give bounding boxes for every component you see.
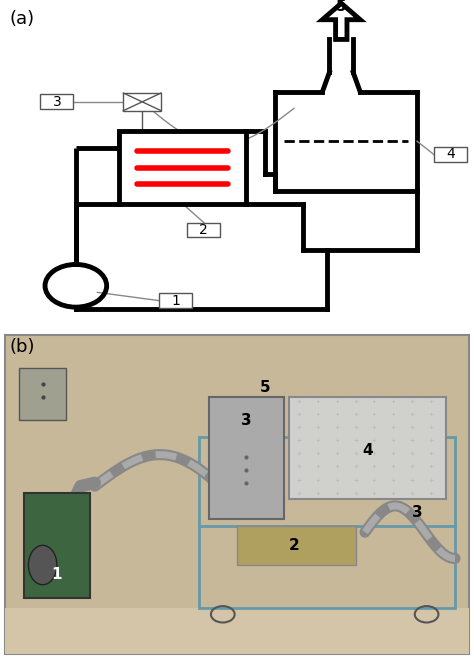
Text: 2: 2 — [289, 538, 299, 553]
Text: 3: 3 — [53, 95, 61, 109]
Bar — [434, 147, 467, 162]
Text: 5: 5 — [336, 0, 346, 14]
Bar — [19, 368, 66, 420]
Bar — [40, 95, 73, 109]
Bar — [199, 437, 455, 608]
Text: (a): (a) — [9, 10, 35, 28]
Bar — [237, 526, 356, 565]
Text: 3: 3 — [412, 505, 422, 520]
Bar — [159, 293, 192, 308]
Bar — [5, 608, 469, 654]
Text: (b): (b) — [9, 338, 35, 356]
Bar — [123, 93, 161, 111]
Text: 4: 4 — [446, 147, 455, 162]
Text: 4: 4 — [362, 443, 373, 457]
Text: 5: 5 — [260, 380, 271, 395]
Text: 2: 2 — [200, 223, 208, 237]
Bar — [209, 397, 284, 519]
Text: 1: 1 — [52, 568, 62, 582]
Bar — [187, 223, 220, 237]
Bar — [118, 131, 246, 204]
Ellipse shape — [28, 545, 57, 585]
Text: 3: 3 — [241, 413, 252, 428]
Text: 1: 1 — [171, 294, 180, 307]
Bar — [24, 493, 90, 598]
Bar — [289, 397, 446, 499]
Polygon shape — [322, 3, 360, 39]
